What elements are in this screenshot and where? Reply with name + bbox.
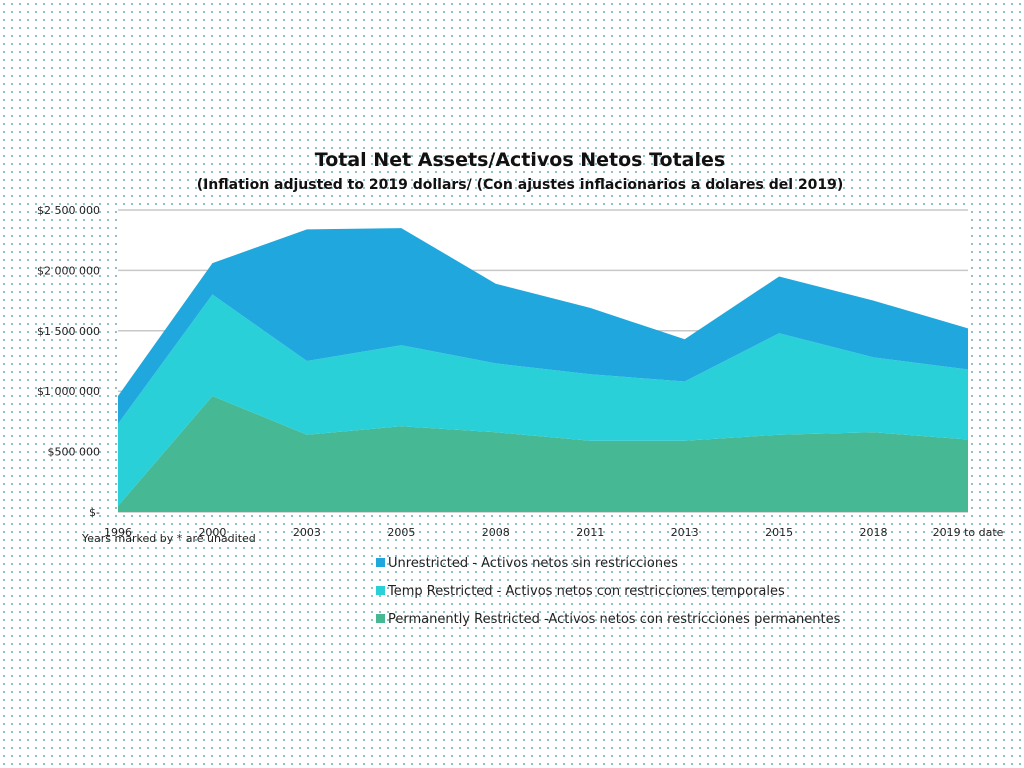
- x-tick-label: 2019 to date: [933, 526, 1004, 539]
- area-permanently-restricted: [118, 396, 968, 512]
- legend-label: Permanently Restricted -Activos netos co…: [388, 612, 841, 627]
- y-tick-label: $2 500 000: [37, 204, 100, 217]
- y-axis: $- $500 000 $1 000 000 $1 500 000 $2 000 000…: [37, 204, 100, 519]
- x-tick-label: 2018: [860, 526, 888, 539]
- chart-subtitle: (Inflation adjusted to 2019 dollars/ (Co…: [197, 177, 844, 193]
- area-unrestricted: [118, 228, 968, 424]
- legend-label: Temp Restricted - Activos netos con rest…: [387, 584, 785, 599]
- chart-title: Total Net Assets/Activos Netos Totales: [315, 149, 725, 171]
- y-tick-label: $500 000: [48, 446, 101, 459]
- legend-swatch: [376, 586, 385, 595]
- x-tick-label: 1996: [104, 526, 132, 539]
- x-tick-label: 2000: [198, 526, 226, 539]
- legend-swatch: [376, 614, 385, 623]
- x-tick-label: 2008: [482, 526, 510, 539]
- y-tick-label: $-: [89, 506, 100, 519]
- x-tick-label: 2011: [576, 526, 604, 539]
- unaudited-note: Years marked by * are unadited: [81, 532, 256, 545]
- x-tick-label: 2003: [293, 526, 321, 539]
- x-tick-label: 2015: [765, 526, 793, 539]
- legend: Unrestricted - Activos netos sin restric…: [376, 556, 841, 627]
- y-tick-label: $2 000 000: [37, 264, 100, 277]
- legend-swatch: [376, 558, 385, 567]
- x-axis: 1996 2000 2003 2005 2008 2011 2013 2015 2018 2019…: [104, 526, 1004, 539]
- y-tick-label: $1 500 000: [37, 325, 100, 338]
- legend-label: Unrestricted - Activos netos sin restric…: [388, 556, 678, 571]
- x-tick-label: 2005: [387, 526, 415, 539]
- y-tick-label: $1 000 000: [37, 385, 100, 398]
- area-series: [118, 228, 968, 512]
- x-tick-label: 2013: [671, 526, 699, 539]
- area-temp-restricted: [118, 294, 968, 506]
